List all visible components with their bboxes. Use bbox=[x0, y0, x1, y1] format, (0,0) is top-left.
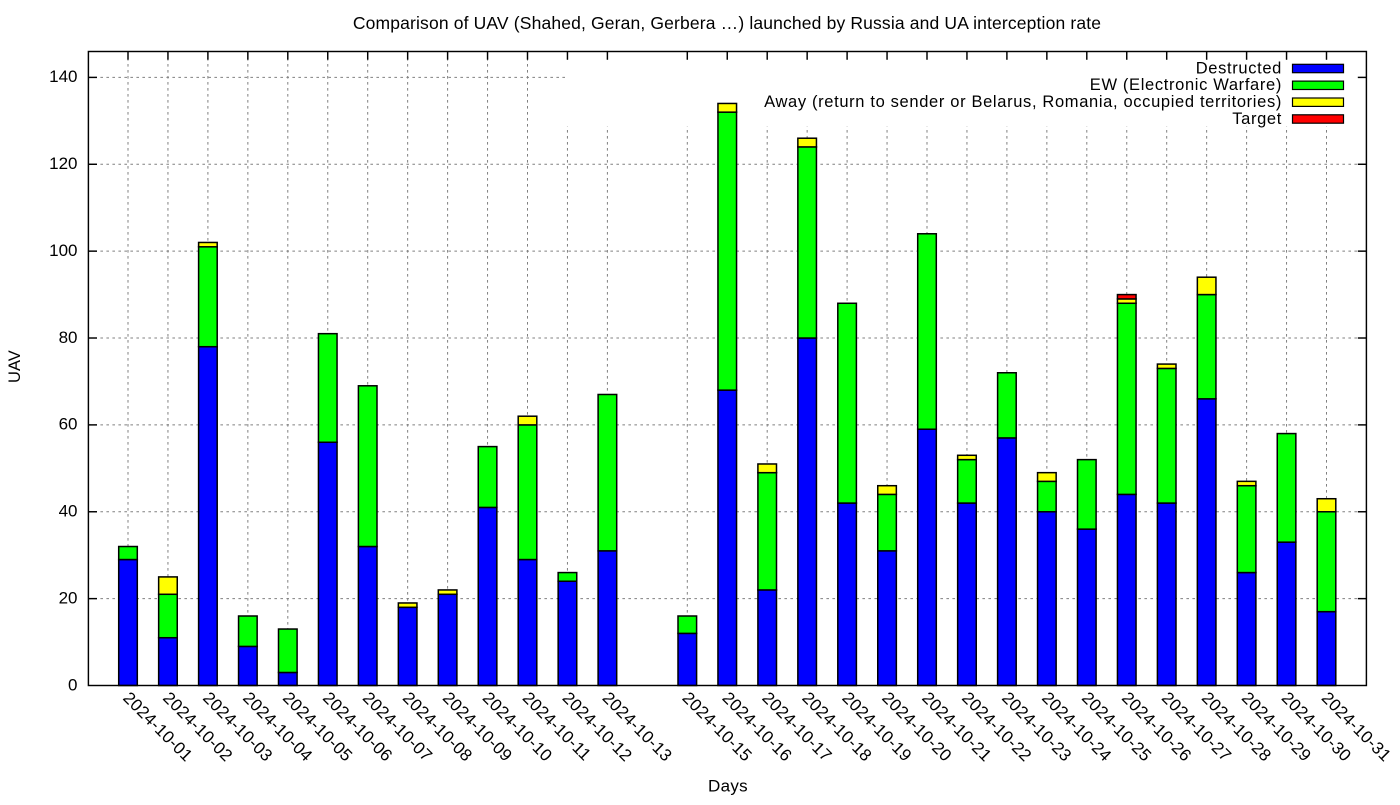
svg-text:100: 100 bbox=[49, 241, 77, 260]
svg-text:Destructed: Destructed bbox=[1196, 59, 1282, 77]
svg-text:20: 20 bbox=[59, 588, 78, 607]
svg-text:EW (Electronic Warfare): EW (Electronic Warfare) bbox=[1090, 76, 1282, 94]
svg-text:Days: Days bbox=[708, 777, 748, 796]
svg-text:UAV: UAV bbox=[6, 350, 24, 383]
svg-text:140: 140 bbox=[49, 67, 77, 86]
svg-text:0: 0 bbox=[68, 675, 77, 694]
svg-text:Target: Target bbox=[1232, 110, 1282, 128]
svg-text:Away (return to sender or Bela: Away (return to sender or Belarus, Roman… bbox=[764, 93, 1282, 111]
svg-text:60: 60 bbox=[59, 415, 78, 434]
svg-text:40: 40 bbox=[59, 502, 78, 521]
svg-text:Comparison of UAV (Shahed, Ger: Comparison of UAV (Shahed, Geran, Gerber… bbox=[353, 13, 1101, 33]
svg-text:80: 80 bbox=[59, 328, 78, 347]
svg-text:120: 120 bbox=[49, 154, 77, 173]
